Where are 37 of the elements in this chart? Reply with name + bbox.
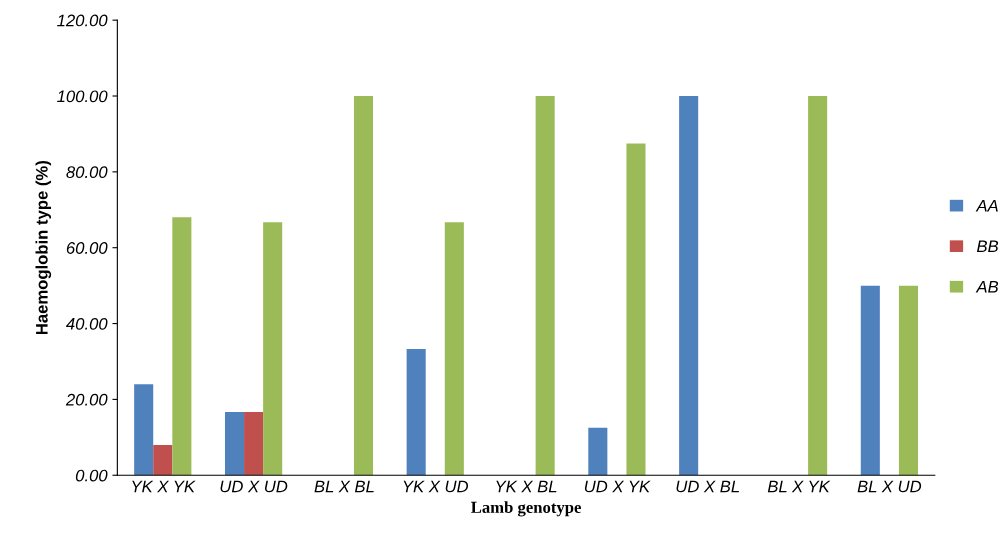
bar	[244, 411, 264, 476]
bar	[172, 217, 192, 476]
bar	[224, 411, 245, 476]
bar	[898, 285, 918, 476]
y-tick-label: 20.00	[65, 393, 108, 406]
x-tick-label: YK X BL	[496, 480, 557, 493]
bar	[808, 96, 828, 476]
bar	[153, 444, 173, 476]
bar	[679, 96, 699, 476]
x-tick-label: YK X UD	[403, 480, 469, 493]
x-tick-label: BL X BL	[314, 480, 374, 493]
x-tick-label: BL X UD	[857, 480, 922, 493]
bar	[353, 96, 374, 476]
bar	[444, 222, 464, 476]
y-tick-label: 60.00	[66, 242, 108, 254]
bar	[588, 427, 608, 476]
x-tick-label: UD X UD	[220, 480, 288, 493]
legend-label: BB	[976, 240, 999, 253]
x-tick-label: YK X YK	[132, 480, 196, 493]
bar	[535, 96, 555, 476]
bar	[406, 348, 426, 476]
bar	[134, 384, 154, 476]
legend-label: AA	[975, 200, 998, 212]
bar	[860, 285, 880, 476]
x-tick-label: UD X YK	[584, 480, 651, 493]
x-axis-title: Lamb genotype	[471, 501, 581, 517]
y-tick-label: 80.00	[66, 166, 108, 179]
y-tick-label: 0.00	[75, 469, 108, 482]
x-tick-label: UD X BL	[676, 480, 739, 493]
x-tick-label: BL X YK	[767, 480, 831, 493]
legend-label: AB	[975, 281, 999, 293]
y-tick-label: 40.00	[66, 317, 108, 330]
y-tick-label: 100.00	[57, 90, 108, 103]
y-tick-label: 120.00	[57, 14, 108, 27]
bar	[263, 222, 283, 476]
bar	[626, 143, 646, 476]
y-axis-title: Haemoglobin type (%)	[35, 161, 52, 335]
